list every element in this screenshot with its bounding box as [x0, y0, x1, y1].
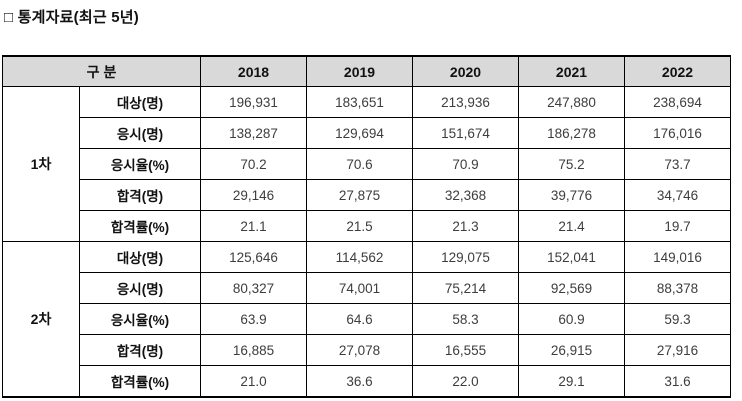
header-row: 구 분 2018 2019 2020 2021 2022: [2, 55, 731, 87]
value-cell: 238,694: [624, 86, 731, 118]
value-cell: 27,078: [306, 334, 413, 366]
row-label: 대상(명): [79, 241, 201, 273]
value-cell: 32,368: [412, 179, 519, 211]
value-cell: 74,001: [306, 272, 413, 304]
value-cell: 21.5: [306, 210, 413, 242]
value-cell: 149,016: [624, 241, 731, 273]
table-row: 응시율(%) 63.9 64.6 58.3 60.9 59.3: [3, 303, 731, 335]
row-label: 응시율(%): [79, 303, 201, 335]
value-cell: 27,916: [624, 334, 731, 366]
page-title: □ 통계자료(최근 5년): [4, 9, 139, 26]
header-year-2020: 2020: [412, 55, 519, 87]
value-cell: 75.2: [518, 148, 625, 180]
value-cell: 88,378: [624, 272, 731, 304]
value-cell: 63.9: [200, 303, 307, 335]
row-label: 합격(명): [79, 179, 201, 211]
value-cell: 16,555: [412, 334, 519, 366]
value-cell: 92,569: [518, 272, 625, 304]
statistics-table: 구 분 2018 2019 2020 2021 2022 1차 대상(명) 19…: [2, 55, 731, 398]
value-cell: 70.2: [200, 148, 307, 180]
value-cell: 59.3: [624, 303, 731, 335]
value-cell: 21.4: [518, 210, 625, 242]
table-row: 응시(명) 80,327 74,001 75,214 92,569 88,378: [3, 272, 731, 304]
value-cell: 152,041: [518, 241, 625, 273]
table-row: 합격(명) 16,885 27,078 16,555 26,915 27,916: [3, 334, 731, 366]
header-year-2021: 2021: [518, 55, 625, 87]
value-cell: 196,931: [200, 86, 307, 118]
row-label: 합격(명): [79, 334, 201, 366]
row-label: 대상(명): [79, 86, 201, 118]
row-label: 응시(명): [79, 117, 201, 149]
value-cell: 114,562: [306, 241, 413, 273]
value-cell: 19.7: [624, 210, 731, 242]
value-cell: 176,016: [624, 117, 731, 149]
value-cell: 186,278: [518, 117, 625, 149]
value-cell: 21.3: [412, 210, 519, 242]
value-cell: 60.9: [518, 303, 625, 335]
value-cell: 31.6: [624, 365, 731, 398]
value-cell: 21.0: [200, 365, 307, 398]
value-cell: 183,651: [306, 86, 413, 118]
value-cell: 125,646: [200, 241, 307, 273]
value-cell: 70.9: [412, 148, 519, 180]
table-row: 응시율(%) 70.2 70.6 70.9 75.2 73.7: [3, 148, 731, 180]
value-cell: 21.1: [200, 210, 307, 242]
table-row: 합격(명) 29,146 27,875 32,368 39,776 34,746: [3, 179, 731, 211]
table-row: 합격률(%) 21.1 21.5 21.3 21.4 19.7: [3, 210, 731, 242]
value-cell: 247,880: [518, 86, 625, 118]
value-cell: 129,694: [306, 117, 413, 149]
value-cell: 213,936: [412, 86, 519, 118]
value-cell: 70.6: [306, 148, 413, 180]
value-cell: 138,287: [200, 117, 307, 149]
table-row: 응시(명) 138,287 129,694 151,674 186,278 17…: [3, 117, 731, 149]
value-cell: 22.0: [412, 365, 519, 398]
value-cell: 151,674: [412, 117, 519, 149]
header-category: 구 분: [2, 55, 201, 87]
value-cell: 75,214: [412, 272, 519, 304]
row-label: 응시율(%): [79, 148, 201, 180]
header-year-2022: 2022: [624, 55, 731, 87]
value-cell: 34,746: [624, 179, 731, 211]
value-cell: 29,146: [200, 179, 307, 211]
value-cell: 29.1: [518, 365, 625, 398]
table-row: 2차 대상(명) 125,646 114,562 129,075 152,041…: [2, 241, 731, 398]
value-cell: 16,885: [200, 334, 307, 366]
group-name-round2: 2차: [2, 241, 80, 398]
row-label: 합격률(%): [79, 365, 201, 398]
table-row: 합격률(%) 21.0 36.6 22.0 29.1 31.6: [3, 365, 731, 398]
value-cell: 80,327: [200, 272, 307, 304]
row-label: 응시(명): [79, 272, 201, 304]
value-cell: 27,875: [306, 179, 413, 211]
row-label: 합격률(%): [79, 210, 201, 242]
value-cell: 36.6: [306, 365, 413, 398]
table-row: 1차 대상(명) 196,931 183,651 213,936 247,880…: [2, 86, 731, 242]
value-cell: 129,075: [412, 241, 519, 273]
value-cell: 26,915: [518, 334, 625, 366]
header-year-2019: 2019: [306, 55, 413, 87]
value-cell: 64.6: [306, 303, 413, 335]
header-year-2018: 2018: [200, 55, 307, 87]
value-cell: 73.7: [624, 148, 731, 180]
value-cell: 39,776: [518, 179, 625, 211]
group-name-round1: 1차: [2, 86, 80, 242]
value-cell: 58.3: [412, 303, 519, 335]
